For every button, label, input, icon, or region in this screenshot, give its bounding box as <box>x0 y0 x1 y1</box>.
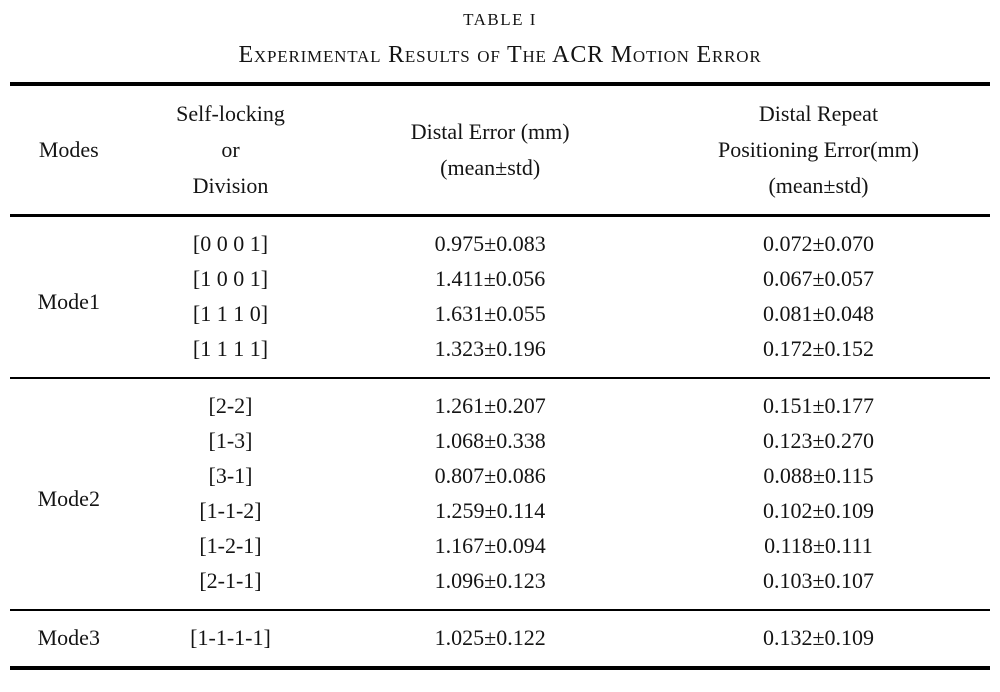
repeat-error-cell: 0.118±0.111 <box>764 533 873 558</box>
table-number: TABLE I <box>463 10 537 29</box>
distal-error-cell: 0.807±0.086 <box>434 463 546 488</box>
distal-error-cell: 1.323±0.196 <box>434 336 546 361</box>
mode3-group: Mode3 [1-1-1-1] 1.025±0.122 0.132±0.109 <box>10 610 990 668</box>
table-row: Mode2 [2-2] 1.261±0.207 0.151±0.177 <box>10 378 990 511</box>
header-modes-label: Modes <box>38 137 99 162</box>
distal-error-cell: 0.975±0.083 <box>434 231 546 256</box>
division-cell: [3-1] <box>208 463 253 488</box>
repeat-error-cell: 0.088±0.115 <box>763 463 874 488</box>
repeat-error-cell: 0.067±0.057 <box>762 266 875 291</box>
division-cell: [2-2] <box>208 393 253 418</box>
repeat-error-cell: 0.072±0.070 <box>762 231 875 256</box>
division-cell: [0 0 0 1] <box>192 231 269 256</box>
table-title-block: TABLE I Experimental Results of The ACR … <box>0 0 1000 69</box>
repeat-error-cell: 0.151±0.177 <box>762 393 875 418</box>
column-header-repeat-error: Distal Repeat Positioning Error(mm) (mea… <box>717 101 920 198</box>
repeat-error-cell: 0.081±0.048 <box>762 301 875 326</box>
header-row: Modes Self-locking or Division Distal Er… <box>10 84 990 216</box>
table-row: [1-1-2] 1.259±0.114 0.102±0.109 <box>10 493 990 528</box>
mode2-group: Mode2 [2-2] 1.261±0.207 0.151±0.177 [1-3… <box>10 378 990 610</box>
column-header-distal-error: Distal Error (mm) (mean±std) <box>410 119 570 180</box>
table-row: [1 1 1 0] 1.631±0.055 0.081±0.048 <box>10 296 990 331</box>
table-caption: Experimental Results of The ACR Motion E… <box>238 42 762 68</box>
table-row: Mode3 [1-1-1-1] 1.025±0.122 0.132±0.109 <box>10 610 990 668</box>
column-header-division: Self-locking or Division <box>176 101 285 198</box>
distal-error-cell: 1.167±0.094 <box>434 533 546 558</box>
division-cell: [2-1-1] <box>199 568 262 593</box>
mode1-group: Mode1 [0 0 0 1] 0.975±0.083 0.072±0.070 … <box>10 216 990 378</box>
repeat-error-cell: 0.172±0.152 <box>762 336 875 361</box>
table-row: [1-2-1] 1.167±0.094 0.118±0.111 <box>10 528 990 563</box>
table-row: [1 0 0 1] 1.411±0.056 0.067±0.057 <box>10 261 990 296</box>
table-row: [2-1-1] 1.096±0.123 0.103±0.107 <box>10 563 990 610</box>
repeat-error-cell: 0.123±0.270 <box>762 428 875 453</box>
repeat-error-cell: 0.103±0.107 <box>762 568 875 593</box>
table-row: Mode1 [0 0 0 1] 0.975±0.083 0.072±0.070 <box>10 216 990 314</box>
table-row: [1-3] 1.068±0.338 0.123±0.270 <box>10 423 990 458</box>
division-cell: [1-1-1-1] <box>190 625 271 650</box>
division-cell: [1 0 0 1] <box>192 266 269 291</box>
distal-error-cell: 1.068±0.338 <box>434 428 546 453</box>
division-cell: [1 1 1 0] <box>192 301 269 326</box>
division-cell: [1-3] <box>208 428 253 453</box>
mode-cell: Mode3 <box>37 625 100 650</box>
distal-error-cell: 1.096±0.123 <box>434 568 546 593</box>
results-table: Modes Self-locking or Division Distal Er… <box>10 82 990 670</box>
distal-error-cell: 1.261±0.207 <box>434 393 546 418</box>
repeat-error-cell: 0.102±0.109 <box>762 498 875 523</box>
mode-cell: Mode1 <box>37 289 100 314</box>
distal-error-cell: 1.631±0.055 <box>434 301 546 326</box>
division-cell: [1-2-1] <box>199 533 262 558</box>
table-row: [3-1] 0.807±0.086 0.088±0.115 <box>10 458 990 493</box>
column-header-modes: Modes <box>10 84 128 216</box>
table-row: [1 1 1 1] 1.323±0.196 0.172±0.152 <box>10 331 990 378</box>
division-cell: [1-1-2] <box>199 498 262 523</box>
distal-error-cell: 1.025±0.122 <box>434 625 546 650</box>
repeat-error-cell: 0.132±0.109 <box>762 625 875 650</box>
table-header: Modes Self-locking or Division Distal Er… <box>10 84 990 216</box>
mode-cell: Mode2 <box>37 486 100 511</box>
distal-error-cell: 1.259±0.114 <box>435 498 546 523</box>
distal-error-cell: 1.411±0.056 <box>435 266 546 291</box>
division-cell: [1 1 1 1] <box>192 336 269 361</box>
